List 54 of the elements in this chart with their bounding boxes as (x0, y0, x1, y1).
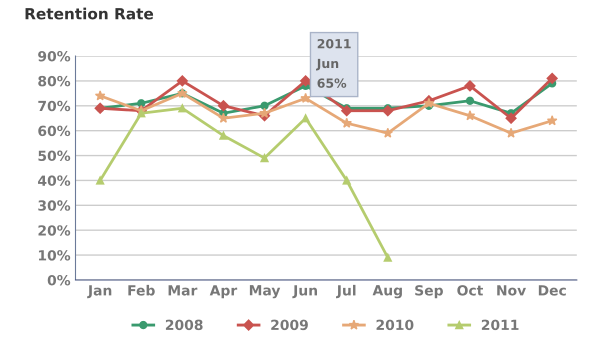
chart-title: Retention Rate (26, 8, 154, 20)
point (260, 102, 269, 110)
point (382, 105, 394, 116)
y-tick-label: 60% (38, 126, 70, 136)
point (342, 176, 351, 185)
point (219, 131, 228, 140)
x-tick-label: Aug (372, 285, 402, 298)
x-tick-label: Dec (538, 285, 566, 296)
point (424, 98, 434, 108)
legend-label: 2008 (166, 320, 203, 330)
x-tick-label: Oct (457, 285, 484, 296)
point (96, 176, 104, 185)
y-tick-label: 10% (38, 250, 70, 261)
y-tick-label: 70% (38, 100, 70, 112)
x-tick-label: Sep (415, 285, 443, 298)
point (546, 115, 558, 126)
x-tick-label: Nov (497, 285, 526, 296)
legend-label: 2011 (482, 320, 518, 330)
point (259, 108, 270, 118)
point (94, 90, 106, 100)
point (546, 72, 558, 84)
y-tick-label: 30% (38, 200, 70, 211)
point (260, 154, 269, 162)
point (466, 96, 474, 105)
y-tick-label: 0% (48, 274, 70, 286)
y-tick-label: 80% (38, 76, 70, 86)
y-tick-label: 40% (38, 175, 70, 186)
point (300, 92, 311, 103)
x-tick-label: Jan (87, 285, 112, 298)
x-tick-label: Feb (128, 284, 155, 296)
point (341, 118, 352, 128)
point (176, 75, 188, 86)
annotation: 2011 Jun 65% (316, 38, 351, 88)
point (300, 75, 312, 86)
point (301, 114, 310, 122)
x-tick-label: May (250, 285, 280, 298)
x-tick-label: Jul (336, 284, 356, 298)
y-tick-label: 50% (38, 150, 70, 162)
legend-label: 2009 (271, 320, 308, 330)
x-tick-label: Apr (210, 285, 238, 298)
legend-label: 2010 (376, 320, 414, 330)
y-tick-label: 90% (38, 50, 70, 62)
point (464, 80, 476, 92)
point (218, 112, 229, 123)
x-tick-label: Jun (292, 285, 317, 298)
y-tick-label: 20% (38, 225, 70, 236)
point (341, 105, 352, 116)
point (178, 104, 187, 112)
point (384, 253, 392, 262)
point (506, 128, 516, 138)
point (137, 109, 146, 118)
point (218, 100, 230, 112)
x-tick-label: Mar (168, 285, 198, 296)
point (505, 112, 517, 124)
